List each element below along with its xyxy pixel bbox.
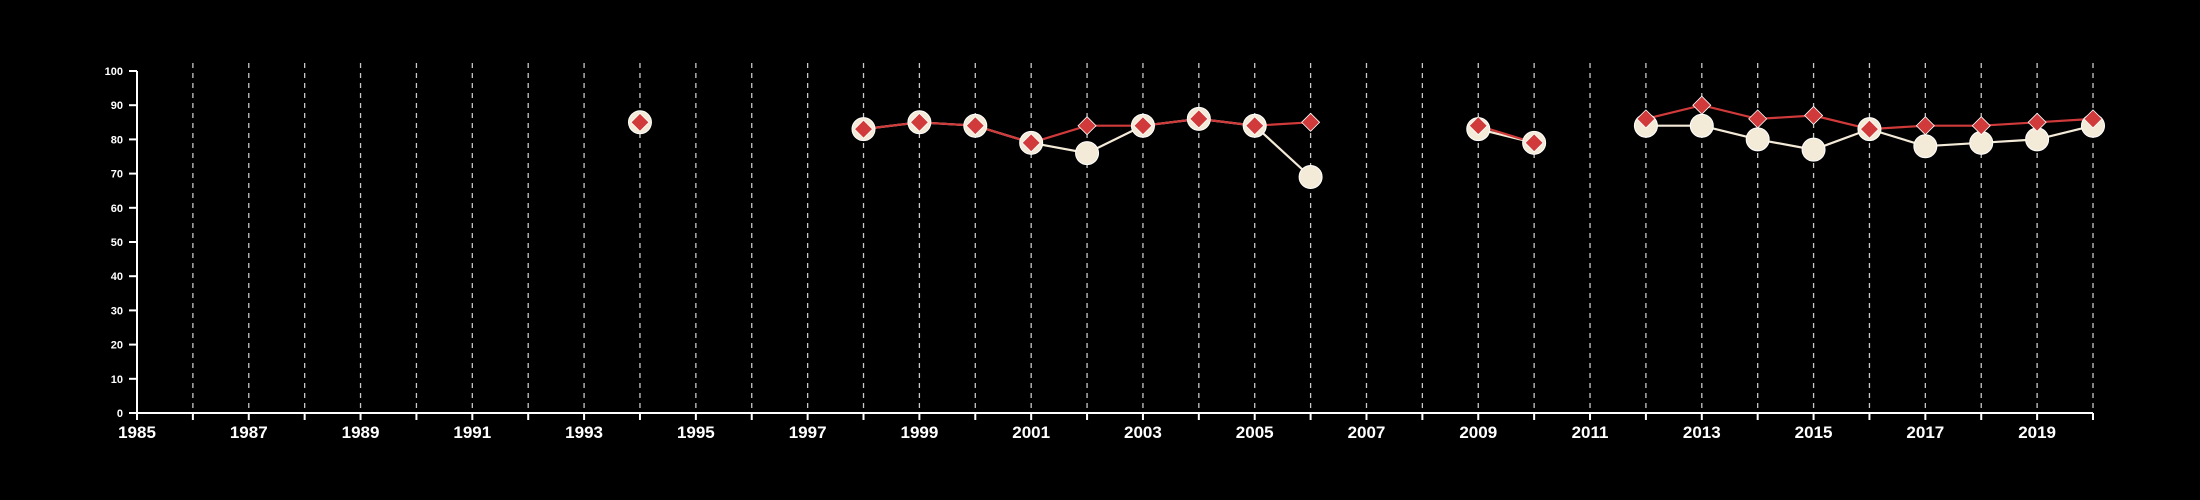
x-tick-label: 2001 — [1012, 423, 1050, 442]
y-tick-label: 0 — [117, 408, 123, 420]
diamond-marker — [1133, 116, 1153, 136]
x-tick-label: 1989 — [342, 423, 380, 442]
y-tick-label: 30 — [111, 305, 123, 317]
diamond-marker — [1636, 109, 1656, 129]
circle-marker — [1801, 137, 1826, 162]
x-tick-label: 1991 — [453, 423, 491, 442]
circle-marker — [1745, 127, 1770, 152]
y-tick-label: 50 — [111, 237, 123, 249]
diamond-marker — [1468, 116, 1488, 136]
diamond-marker — [1859, 119, 1880, 139]
diamond-marker — [1189, 109, 1209, 129]
diamond-marker — [1021, 133, 1041, 153]
circle-marker — [1689, 113, 1714, 138]
x-tick-label: 2011 — [1572, 423, 1609, 442]
y-tick-label: 70 — [111, 169, 123, 181]
diamond-marker — [1971, 116, 1991, 136]
diamond-marker — [2083, 109, 2103, 129]
x-tick-label: 1993 — [565, 423, 603, 442]
circle-marker — [1298, 165, 1323, 190]
x-tick-label: 2007 — [1348, 423, 1386, 442]
circle-marker — [1913, 134, 1938, 159]
x-tick-label: 2003 — [1124, 423, 1162, 442]
diamond-marker — [965, 116, 985, 136]
diamond-marker — [2027, 112, 2047, 132]
series-group — [627, 95, 2105, 190]
x-tick-label: 2009 — [1459, 423, 1497, 442]
y-tick-label: 40 — [111, 271, 123, 283]
diamond-marker — [1915, 116, 1935, 136]
y-tick-label: 20 — [111, 340, 123, 352]
x-tick-label: 2013 — [1683, 423, 1721, 442]
x-tick-label: 1985 — [118, 423, 156, 442]
axes: 0 10 20 30 40 50 60 70 80 90 100 1985 1987 1989 1991 19… — [105, 66, 2094, 442]
x-tick-label: 1997 — [789, 423, 827, 442]
diamond-marker — [1804, 105, 1824, 126]
x-tick-label: 2005 — [1236, 423, 1274, 442]
vertical-grid — [192, 63, 2094, 413]
circle-marker — [1075, 141, 1100, 166]
diamond-marker — [909, 112, 929, 132]
diamond-marker — [1245, 116, 1265, 136]
y-tick-label: 100 — [105, 66, 123, 78]
x-tick-label: 1987 — [230, 423, 268, 442]
diamond-marker — [1524, 133, 1544, 153]
x-tick-label: 2015 — [1795, 423, 1833, 442]
x-tick-label: 1999 — [900, 423, 938, 442]
x-tick-label: 1995 — [677, 423, 715, 442]
y-tick-label: 90 — [111, 100, 123, 112]
diamond-marker — [630, 112, 650, 132]
diamond-marker — [1748, 109, 1768, 129]
x-tick-label: 2019 — [2018, 423, 2056, 442]
y-tick-label: 10 — [111, 374, 123, 386]
diamond-marker — [853, 119, 874, 139]
diamond-marker — [1692, 95, 1712, 115]
y-tick-label: 60 — [111, 203, 123, 215]
diamond-marker — [1077, 116, 1097, 136]
diamond-marker — [1301, 112, 1321, 132]
y-tick-label: 80 — [111, 134, 123, 146]
x-tick-label: 2017 — [1906, 423, 1944, 442]
